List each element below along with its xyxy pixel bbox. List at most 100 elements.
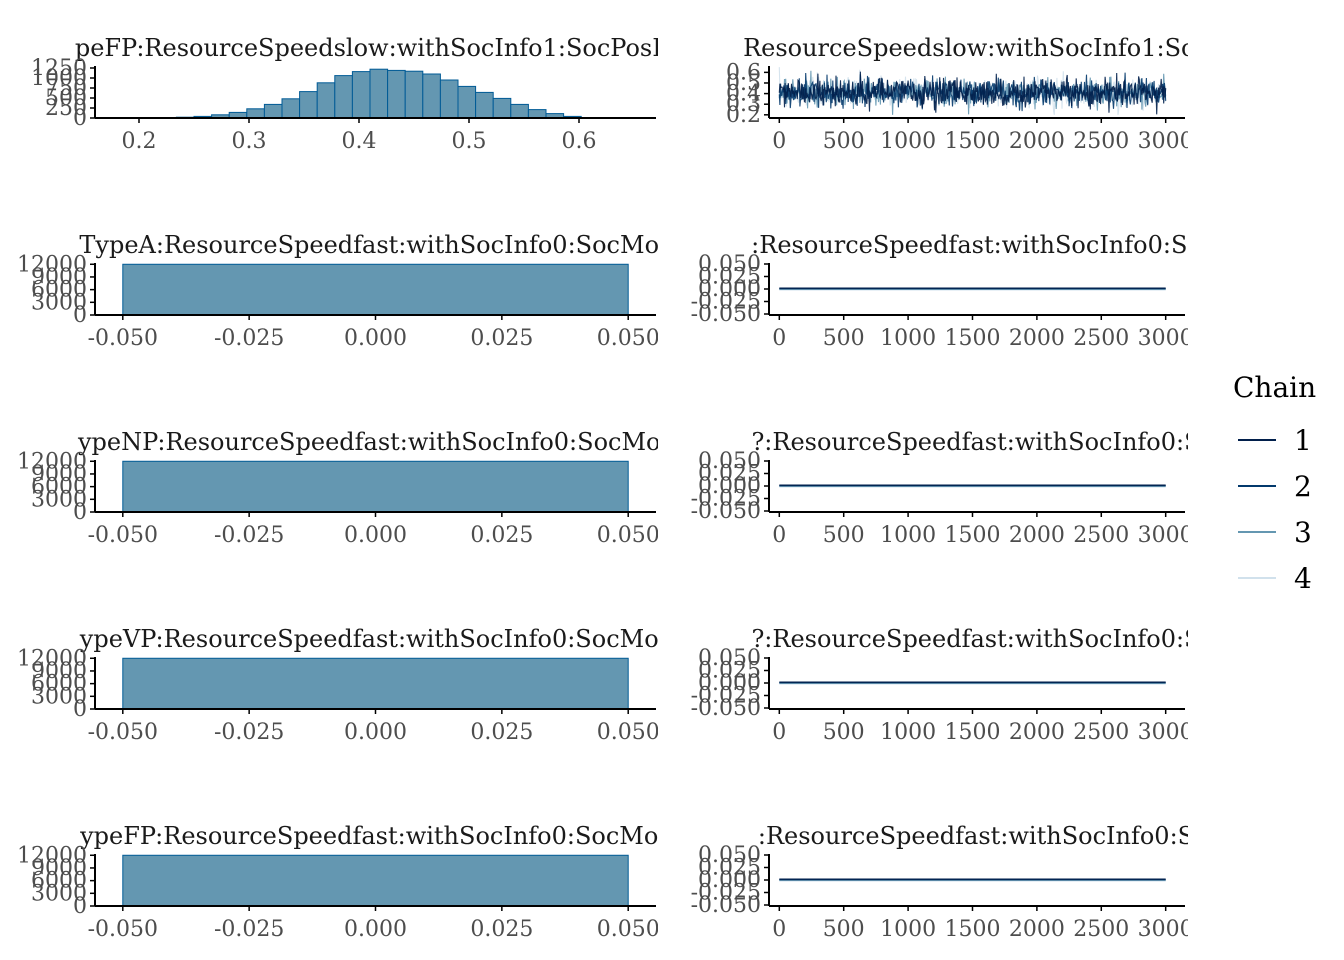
y-tick-label: 3000 [31, 290, 87, 315]
y-tick-label: -0.025 [691, 487, 761, 512]
y-tick-label: 0.3 [726, 92, 761, 117]
y-tick-label: 0.000 [698, 671, 761, 696]
y-tick-label: 9000 [31, 856, 87, 881]
panel-1-trace: ResourceSpeedslow:withSocInfo1:Soc 0 500 10… [726, 34, 1209, 154]
x-tick-label: -0.050 [88, 523, 158, 548]
legend-title: Chain [1233, 371, 1316, 404]
legend-item-label: 1 [1294, 424, 1312, 457]
x-tick-label: 1000 [880, 523, 936, 548]
y-tick-label: 0.000 [698, 868, 761, 893]
x-tick-label: 0.5 [452, 129, 487, 154]
panel-title: ypeNP:ResourceSpeedfast:withSocInfo0:Soc… [77, 428, 675, 456]
x-tick-label: 2000 [1009, 326, 1065, 351]
histogram-bar [351, 71, 371, 119]
x-tick-label: 1500 [944, 523, 1000, 548]
y-tick-label: 0.050 [698, 843, 761, 868]
y-tick-label: 0.025 [698, 462, 761, 487]
panel-5-histogram: ypeFP:ResourceSpeedfast:withSocInfo0:Soc… [17, 822, 660, 942]
y-tick-label: 9000 [31, 265, 87, 290]
x-tick-label: 0 [772, 129, 786, 154]
y-tick-label: 0.000 [698, 277, 761, 302]
x-tick-label: 0 [772, 917, 786, 942]
x-tick-label: 0 [772, 720, 786, 745]
x-tick-label: 0.050 [597, 917, 660, 942]
x-tick-label: -0.025 [214, 326, 284, 351]
y-tick-label: 0.025 [698, 856, 761, 881]
y-tick-label: -0.025 [691, 684, 761, 709]
x-tick-label: -0.025 [214, 917, 284, 942]
panel-grid: peFP:ResourceSpeedslow:withSocInfo1:SocP… [17, 34, 1209, 942]
x-tick-label: 1500 [944, 326, 1000, 351]
chain-legend: Chain 1 2 3 4 [1233, 371, 1316, 595]
x-tick-label: 2500 [1073, 720, 1129, 745]
x-tick-label: 0.000 [344, 720, 407, 745]
panel-4-trace: ?:ResourceSpeedfast:withSocInfo0:S 0 500 10… [691, 625, 1200, 745]
x-tick-label: 2000 [1009, 129, 1065, 154]
x-tick-label: 2500 [1073, 326, 1129, 351]
legend-item-label: 2 [1294, 470, 1312, 503]
y-tick-label: 9000 [31, 462, 87, 487]
y-tick-label: 12000 [17, 449, 87, 474]
y-tick-label: -0.050 [691, 893, 761, 918]
y-tick-label: 0 [73, 106, 87, 131]
y-tick-label: -0.025 [691, 290, 761, 315]
x-tick-label: 3000 [1138, 917, 1194, 942]
x-tick-label: 2500 [1073, 523, 1129, 548]
y-tick-label: 0.050 [698, 252, 761, 277]
x-tick-label: 3000 [1138, 523, 1194, 548]
trace-line-chain-1 [778, 71, 1167, 115]
x-tick-label: 500 [823, 720, 865, 745]
legend-item-chain-3: 3 [1238, 516, 1312, 549]
y-tick-label: 0.5 [726, 71, 761, 96]
panel-4-histogram: ypeVP:ResourceSpeedfast:withSocInfo0:Soc… [17, 625, 673, 745]
panel-title: ypeVP:ResourceSpeedfast:withSocInfo0:Soc… [79, 625, 673, 653]
x-tick-label: 0.2 [122, 129, 157, 154]
y-tick-label: 0 [73, 697, 87, 722]
histogram-bar [404, 70, 424, 119]
y-tick-label: 1000 [31, 66, 87, 91]
y-tick-label: 0.025 [698, 265, 761, 290]
y-tick-label: 3000 [31, 487, 87, 512]
x-tick-label: 3000 [1138, 720, 1194, 745]
histogram-bar [122, 263, 629, 316]
y-tick-label: 3000 [31, 881, 87, 906]
y-tick-label: -0.050 [691, 499, 761, 524]
y-tick-label: 750 [45, 76, 87, 101]
x-tick-label: -0.050 [88, 720, 158, 745]
histogram-bar [316, 82, 336, 119]
x-tick-label: -0.025 [214, 523, 284, 548]
x-tick-label: -0.050 [88, 917, 158, 942]
x-tick-label: 0.000 [344, 326, 407, 351]
histogram-bar [492, 97, 512, 119]
x-tick-label: 500 [823, 523, 865, 548]
y-tick-label: 3000 [31, 684, 87, 709]
x-tick-label: 0.050 [597, 523, 660, 548]
x-tick-label: 0.025 [470, 326, 533, 351]
x-tick-label: 500 [823, 326, 865, 351]
x-tick-label: 0.000 [344, 523, 407, 548]
histogram-bar [510, 103, 529, 119]
panel-title: ResourceSpeedslow:withSocInfo1:Soc [743, 34, 1209, 62]
x-tick-label: 0.025 [470, 720, 533, 745]
y-tick-label: 6000 [31, 475, 87, 500]
panel-title: ?:ResourceSpeedfast:withSocInfo0:S [751, 625, 1200, 653]
y-tick-label: 6000 [31, 672, 87, 697]
histogram-bar [387, 69, 406, 119]
histogram-bar [299, 91, 318, 119]
x-tick-label: 2000 [1009, 523, 1065, 548]
y-tick-label: 12000 [17, 646, 87, 671]
y-tick-label: 0.2 [726, 103, 761, 128]
x-tick-label: 2500 [1073, 129, 1129, 154]
y-tick-label: 12000 [17, 843, 87, 868]
x-tick-label: 1500 [944, 917, 1000, 942]
x-tick-label: -0.025 [214, 720, 284, 745]
x-tick-label: 500 [823, 129, 865, 154]
histogram-bar [263, 103, 283, 119]
histogram-bar [122, 854, 629, 907]
x-tick-label: 0.025 [470, 523, 533, 548]
x-tick-label: -0.050 [88, 326, 158, 351]
y-tick-label: 0.6 [726, 60, 761, 85]
legend-item-chain-1: 1 [1238, 424, 1312, 457]
legend-item-chain-2: 2 [1238, 470, 1312, 503]
x-tick-label: 3000 [1138, 326, 1194, 351]
